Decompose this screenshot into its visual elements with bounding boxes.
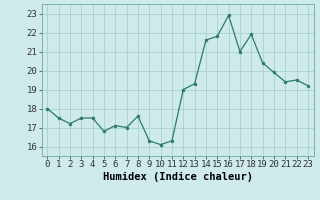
X-axis label: Humidex (Indice chaleur): Humidex (Indice chaleur) — [103, 172, 252, 182]
